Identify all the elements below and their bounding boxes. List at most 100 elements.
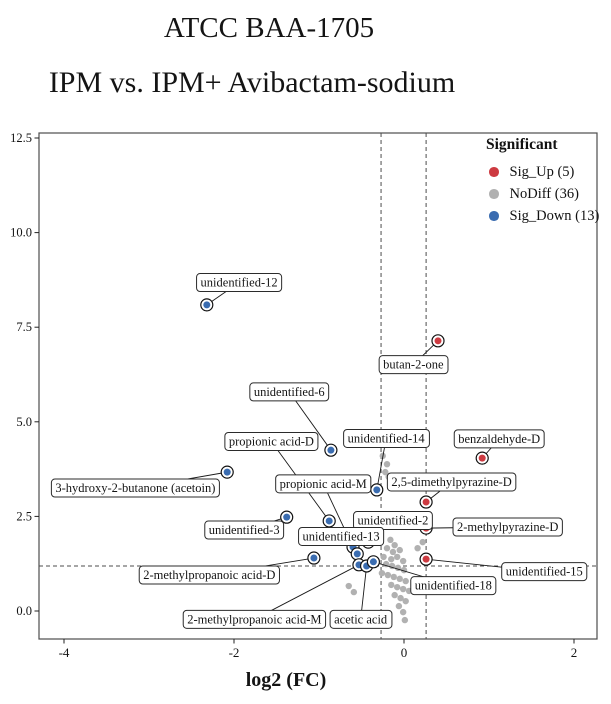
point-dot bbox=[422, 555, 430, 563]
data-point-sig-down bbox=[370, 483, 384, 497]
point-label-text: unidentified-12 bbox=[201, 276, 278, 290]
point-label-box bbox=[378, 355, 449, 375]
point-label-text: benzaldehyde-D bbox=[458, 432, 540, 446]
y-axis-tick-label: 12.5 bbox=[10, 131, 32, 145]
data-point-nodiff bbox=[391, 541, 398, 549]
legend-title: Significant bbox=[486, 136, 558, 153]
point-label: acetic acid bbox=[329, 609, 393, 629]
data-point-nodiff bbox=[390, 573, 397, 581]
point-label-text: unidentified-6 bbox=[254, 385, 325, 399]
y-axis-tick-label: 2.5 bbox=[16, 509, 32, 523]
point-dot bbox=[353, 550, 361, 558]
plot-frame bbox=[38, 132, 598, 640]
point-label-text: propionic acid-D bbox=[229, 434, 314, 448]
point-label-text: 2-methylpropanoic acid-D bbox=[143, 568, 275, 582]
point-label: benzaldehyde-D bbox=[453, 429, 545, 449]
data-point-sig-down bbox=[366, 555, 380, 569]
point-label-text: 2,5-dimethylpyrazine-D bbox=[391, 475, 511, 489]
point-label-box bbox=[329, 609, 393, 629]
point-label-text: unidentified-18 bbox=[415, 579, 492, 593]
point-label: 2-methylpropanoic acid-D bbox=[138, 565, 280, 585]
data-point-sig-down bbox=[220, 465, 234, 479]
point-label-box bbox=[138, 565, 280, 585]
data-point-nodiff bbox=[388, 581, 395, 589]
point-label-box bbox=[353, 511, 433, 531]
point-label-box bbox=[298, 526, 385, 546]
data-point-nodiff bbox=[387, 536, 394, 544]
data-point-sig-down bbox=[324, 443, 338, 457]
label-connector-line bbox=[288, 391, 332, 451]
data-point-nodiff bbox=[388, 555, 395, 563]
data-point-nodiff bbox=[391, 591, 398, 599]
point-label-box bbox=[410, 576, 497, 596]
point-label: unidentified-2 bbox=[353, 511, 433, 531]
data-point-nodiff bbox=[378, 569, 386, 577]
figure-title: ATCC BAA-1705 bbox=[163, 12, 375, 44]
x-axis-tick-label: 0 bbox=[401, 645, 408, 660]
data-point-nodiff bbox=[394, 583, 401, 591]
point-label-text: propionic acid-M bbox=[280, 477, 367, 491]
data-point-nodiff bbox=[414, 544, 421, 552]
y-axis-tick-label: 10.0 bbox=[10, 226, 32, 240]
point-dot bbox=[325, 517, 333, 525]
legend-item-sig-down: Sig_Down (13) bbox=[489, 207, 599, 225]
x-axis-tick-label: -4 bbox=[59, 645, 70, 660]
data-point-nodiff bbox=[395, 602, 403, 610]
data-point-nodiff bbox=[394, 553, 401, 561]
data-point-nodiff bbox=[380, 553, 387, 561]
data-point-nodiff bbox=[383, 460, 391, 468]
legend: Significant Sig_Up (5) NoDiff (36) Sig_D… bbox=[433, 134, 599, 238]
legend-item-label: Sig_Up (5) bbox=[509, 163, 575, 180]
data-point-nodiff bbox=[402, 597, 409, 605]
point-label: 2,5-dimethylpyrazine-D bbox=[386, 472, 517, 492]
data-point-nodiff bbox=[399, 585, 407, 593]
point-label: propionic acid-M bbox=[275, 474, 372, 494]
point-label-text: unidentified-14 bbox=[348, 431, 426, 445]
point-label-box bbox=[50, 478, 220, 498]
data-point-nodiff bbox=[350, 588, 358, 596]
point-dot bbox=[223, 468, 231, 476]
point-label: 2-methylpyrazine-D bbox=[452, 517, 563, 537]
point-label-box bbox=[452, 517, 563, 537]
data-point-nodiff bbox=[399, 557, 407, 565]
data-point-sig-down bbox=[200, 298, 214, 312]
point-label-text: butan-2-one bbox=[383, 358, 444, 372]
point-dot bbox=[478, 454, 486, 462]
data-point-sig-down bbox=[307, 551, 321, 565]
point-label: propionic acid-D bbox=[224, 431, 319, 451]
point-label: unidentified-14 bbox=[343, 428, 430, 448]
data-point-sig-up bbox=[431, 334, 445, 348]
data-point-nodiff bbox=[402, 577, 409, 585]
sig-down-dot-icon bbox=[489, 211, 499, 221]
point-label-box bbox=[224, 431, 319, 451]
point-dot bbox=[434, 337, 442, 345]
x-axis-tick-label: -2 bbox=[229, 645, 240, 660]
point-dot bbox=[422, 498, 430, 506]
point-label-box bbox=[453, 429, 545, 449]
data-point-nodiff bbox=[401, 616, 409, 624]
point-label-text: 2-methylpropanoic acid-M bbox=[187, 612, 321, 626]
figure-subtitle: IPM vs. IPM+ Avibactam-sodium bbox=[48, 66, 456, 99]
point-label-box bbox=[386, 472, 517, 492]
data-point-nodiff bbox=[399, 608, 407, 616]
x-axis-tick-label: 2 bbox=[571, 645, 578, 660]
legend-item-label: Sig_Down (13) bbox=[509, 207, 600, 224]
data-point-nodiff bbox=[396, 575, 403, 583]
sig-up-dot-icon bbox=[489, 167, 499, 177]
y-axis-tick-label: 7.5 bbox=[16, 320, 32, 334]
point-label-box bbox=[343, 428, 430, 448]
point-dot bbox=[327, 446, 335, 454]
point-label-box bbox=[204, 520, 285, 540]
point-label-text: 2-methylpyrazine-D bbox=[457, 520, 558, 534]
point-label: unidentified-3 bbox=[204, 520, 285, 540]
data-point-nodiff bbox=[419, 538, 426, 546]
data-point-nodiff bbox=[382, 468, 389, 476]
x-axis-title: log2 (FC) bbox=[245, 669, 327, 691]
point-label-box bbox=[182, 609, 327, 629]
data-point-sig-up bbox=[475, 451, 489, 465]
point-dot bbox=[369, 558, 377, 566]
point-label: butan-2-one bbox=[378, 355, 449, 375]
data-point-nodiff bbox=[383, 544, 391, 552]
legend-item-label: NoDiff (36) bbox=[509, 185, 579, 202]
